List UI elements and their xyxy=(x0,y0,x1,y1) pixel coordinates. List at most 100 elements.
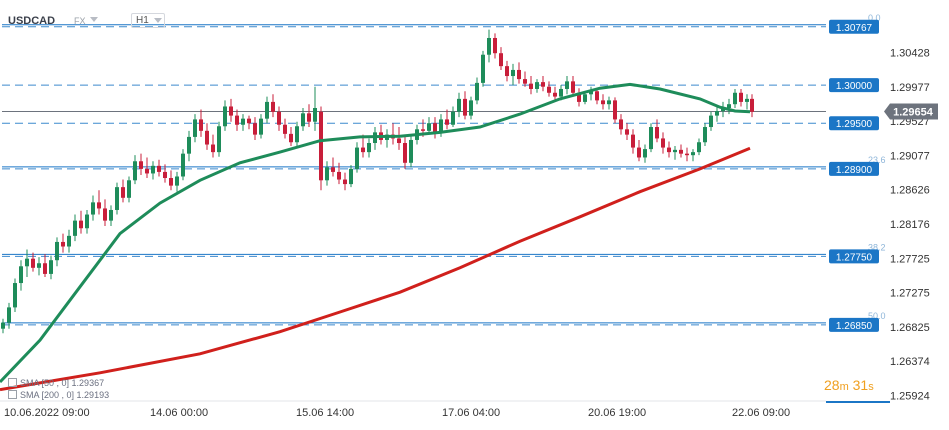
candle xyxy=(403,136,407,169)
indicator-settings-icon[interactable] xyxy=(8,390,17,399)
timeframe-select[interactable]: H1 xyxy=(131,13,165,28)
candle xyxy=(535,79,539,93)
y-tick-label: 1.26825 xyxy=(890,322,930,334)
legend-sma200[interactable]: SMA [200 , 0] 1.29193 xyxy=(8,390,109,400)
candle-body xyxy=(475,82,479,101)
candle-body xyxy=(319,111,323,181)
candle-body xyxy=(217,126,221,153)
candle-body xyxy=(745,98,749,102)
candle xyxy=(391,123,395,145)
candle-body xyxy=(127,180,131,198)
candle xyxy=(547,81,551,97)
candle xyxy=(85,209,89,234)
candle xyxy=(151,161,155,180)
candle xyxy=(91,195,95,221)
candle xyxy=(697,138,701,156)
candle-body xyxy=(619,119,623,130)
candle xyxy=(499,47,503,70)
candle xyxy=(367,138,371,158)
candle xyxy=(115,182,119,215)
candle-body xyxy=(199,119,203,131)
candle-body xyxy=(139,161,143,169)
market-label: FX xyxy=(74,16,86,26)
candle-body xyxy=(1,322,5,329)
candle xyxy=(601,94,605,110)
timer-seconds: 31 xyxy=(852,377,869,393)
indicator-settings-icon[interactable] xyxy=(8,378,17,387)
candle-body xyxy=(211,144,215,153)
candle-body xyxy=(277,111,281,125)
y-tick-label: 1.28626 xyxy=(890,185,930,197)
candle xyxy=(691,149,695,162)
candle xyxy=(685,147,689,162)
candle-body xyxy=(721,107,725,112)
candle-body xyxy=(481,54,485,83)
candle-body xyxy=(235,115,239,125)
candle-body xyxy=(349,168,353,185)
candle xyxy=(379,124,383,145)
candle-body xyxy=(571,81,575,93)
candle xyxy=(373,127,377,150)
candle xyxy=(319,106,323,191)
x-tick-label: 22.06 09:00 xyxy=(732,407,790,419)
candle xyxy=(505,60,509,82)
candle-body xyxy=(313,107,317,122)
candle xyxy=(223,100,227,131)
candle-body xyxy=(643,149,647,158)
candle-body xyxy=(43,263,47,274)
candle-body xyxy=(247,118,251,124)
level-badge-text: 1.30000 xyxy=(836,81,873,92)
candle xyxy=(571,76,575,97)
candle-body xyxy=(265,101,269,119)
timeframe-caret-icon[interactable] xyxy=(154,18,162,23)
candle xyxy=(667,141,671,158)
candle-body xyxy=(451,111,455,125)
y-tick-label: 1.26374 xyxy=(890,356,930,368)
candle-body xyxy=(91,202,95,215)
candle-body xyxy=(613,100,617,120)
candle-body xyxy=(595,91,599,101)
candle xyxy=(199,109,203,137)
candle xyxy=(607,96,611,110)
x-tick-label: 20.06 19:00 xyxy=(588,407,646,419)
candle-body xyxy=(181,153,185,177)
candle xyxy=(727,98,731,115)
candle-body xyxy=(553,92,557,97)
market-dropdown-caret-icon[interactable] xyxy=(90,17,98,22)
candle-body xyxy=(493,37,497,54)
y-tick-label: 1.27725 xyxy=(890,253,930,265)
candle xyxy=(541,76,545,92)
level-badge xyxy=(829,161,879,176)
candle-body xyxy=(151,165,155,174)
candle xyxy=(637,139,641,162)
candle-body xyxy=(37,263,41,268)
candle-body xyxy=(487,37,491,55)
candle-body xyxy=(457,98,461,112)
candle-body xyxy=(367,143,371,153)
candle-body xyxy=(469,100,473,116)
candle xyxy=(673,146,677,160)
candle xyxy=(193,114,197,143)
time-axis[interactable]: 10.06.2022 09:00 14.06 00:00 15.06 14:00 17… xyxy=(4,407,790,419)
candle xyxy=(301,107,305,131)
level-badge-text: 1.27750 xyxy=(836,252,873,263)
candle xyxy=(481,50,485,87)
candle-body xyxy=(559,88,563,97)
candle xyxy=(283,118,287,139)
candle-body xyxy=(505,66,509,77)
candle xyxy=(139,153,143,175)
candle xyxy=(265,96,269,124)
candle xyxy=(613,97,617,124)
candle xyxy=(733,88,737,108)
candle xyxy=(475,77,479,105)
candle-body xyxy=(625,129,629,135)
candle xyxy=(253,117,257,140)
candle-body xyxy=(193,119,197,137)
legend-sma50-label: SMA [50 , 0] xyxy=(20,378,70,388)
candle-body xyxy=(61,241,65,247)
candle-body xyxy=(115,187,119,210)
legend-sma50[interactable]: SMA [50 , 0] 1.29367 xyxy=(8,378,104,388)
price-axis[interactable]: 1.304281.299771.295271.290771.286261.281… xyxy=(890,48,930,403)
candle-body xyxy=(163,171,167,179)
